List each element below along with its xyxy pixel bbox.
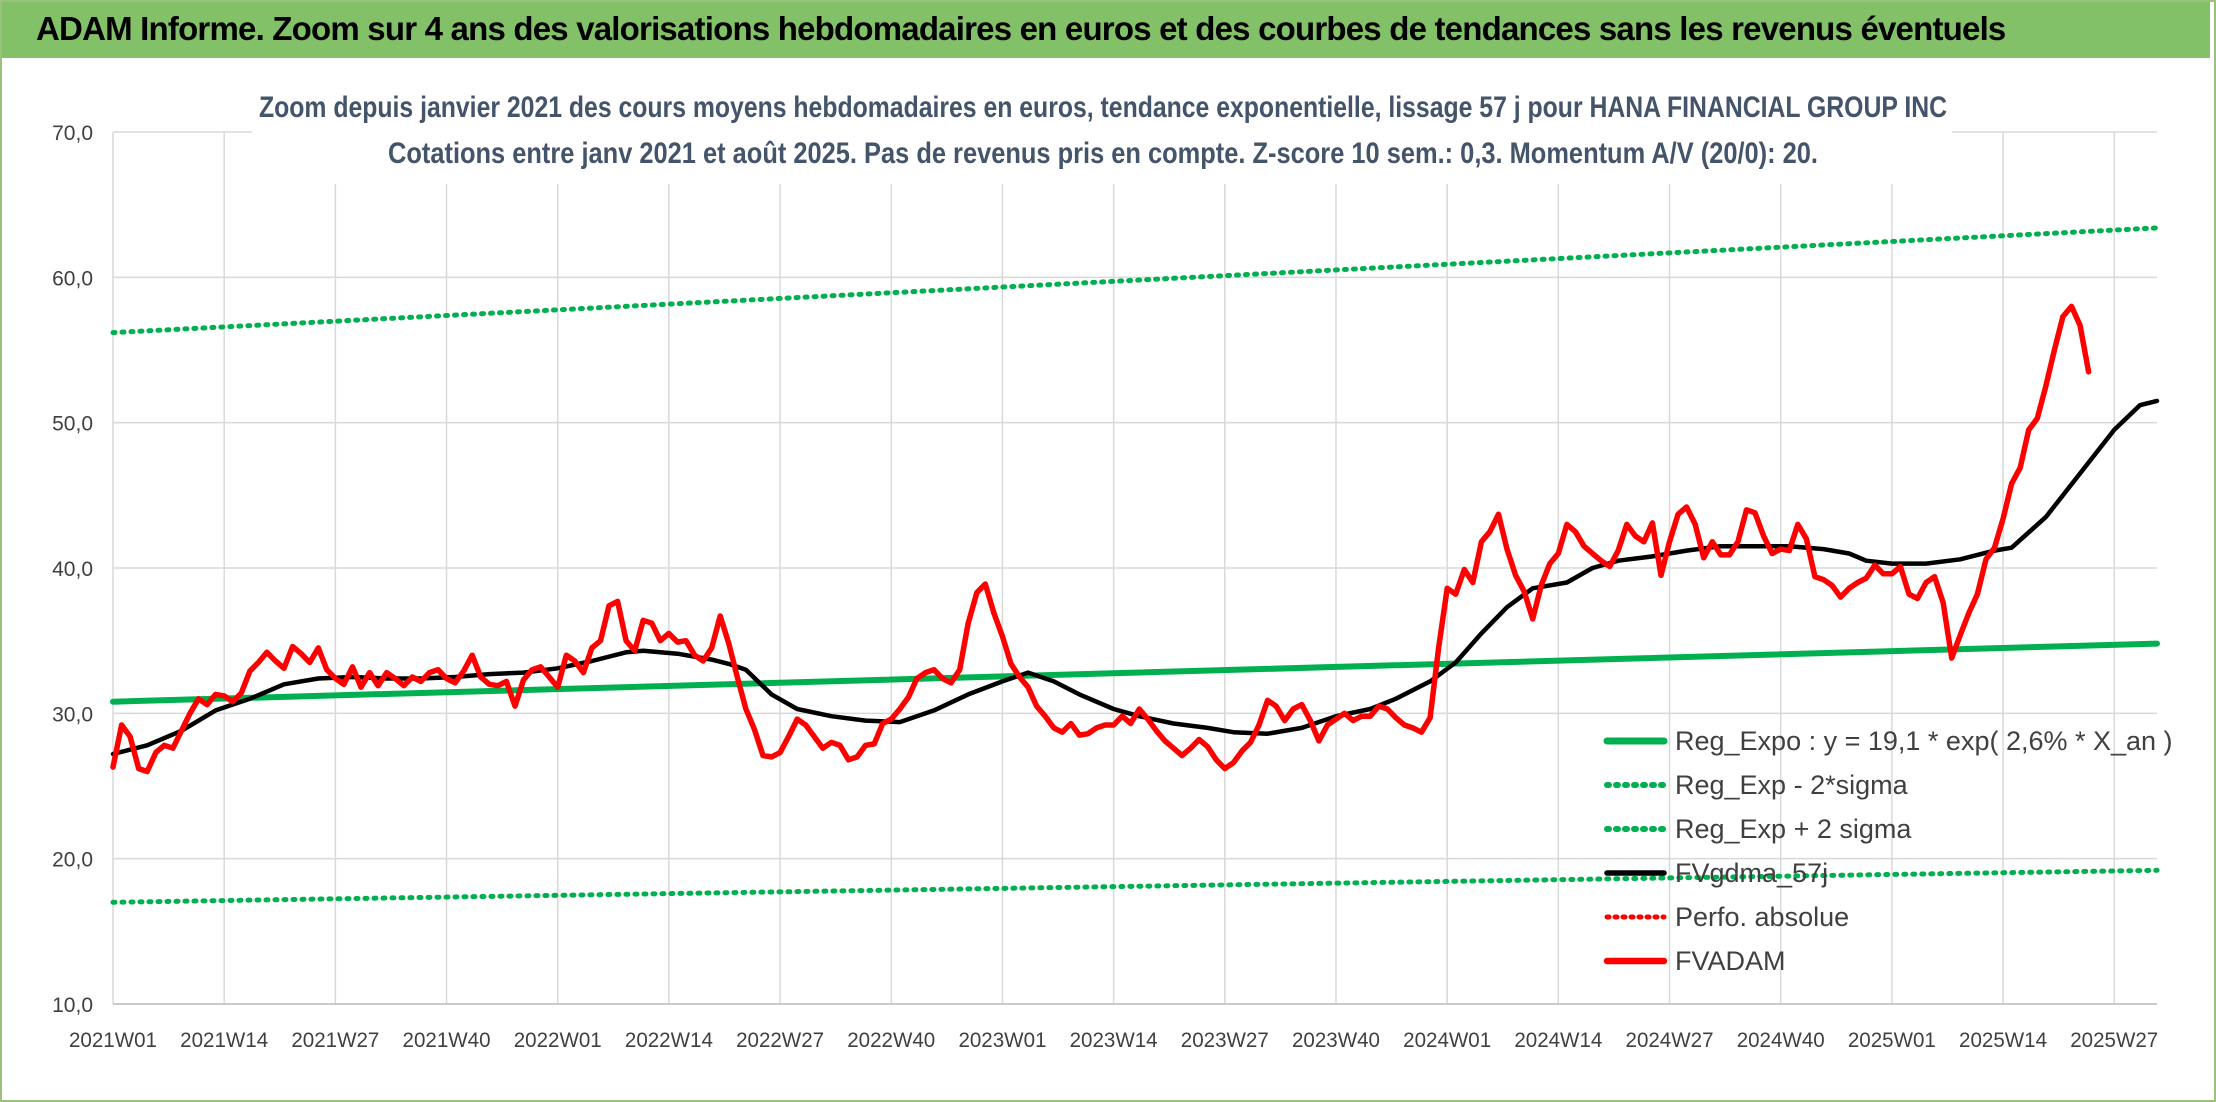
y-tick-label: 20,0	[52, 849, 93, 872]
x-tick-label: 2021W14	[180, 1029, 268, 1052]
x-tick-label: 2025W27	[2070, 1029, 2158, 1052]
fvadam-price-line	[110, 303, 2092, 775]
x-tick-label: 2021W01	[69, 1029, 157, 1052]
legend-label: Reg_Exp - 2*sigma	[1675, 770, 1909, 800]
y-tick-label: 10,0	[52, 994, 93, 1017]
chart-subtitle: Cotations entre janv 2021 et août 2025. …	[388, 137, 1818, 170]
y-tick-label: 50,0	[52, 413, 93, 436]
legend-label: Reg_Expo : y = 19,1 * exp( 2,6% * X_an )	[1675, 726, 2173, 756]
y-tick-label: 60,0	[52, 267, 93, 290]
y-tick-label: 30,0	[52, 703, 93, 726]
x-tick-label: 2022W40	[847, 1029, 935, 1052]
x-tick-label: 2022W14	[625, 1029, 713, 1052]
legend-label: FVADAM	[1675, 946, 1786, 976]
legend-label: Reg_Exp + 2 sigma	[1675, 814, 1912, 844]
y-tick-label: 70,0	[52, 122, 93, 145]
x-tick-label: 2024W01	[1403, 1029, 1491, 1052]
title-background	[252, 80, 1952, 184]
y-tick-label: 40,0	[52, 558, 93, 581]
x-tick-label: 2021W40	[403, 1029, 491, 1052]
legend-label: Perfo. absolue	[1675, 902, 1849, 932]
x-tick-label: 2025W01	[1848, 1029, 1936, 1052]
chart-title: Zoom depuis janvier 2021 des cours moyen…	[259, 91, 1947, 124]
smoothed-line-57j	[110, 398, 2160, 757]
trend-line-exponential	[110, 640, 2160, 705]
trend-line-plus-2-sigma	[110, 225, 2160, 336]
trend-line-minus-2-sigma	[110, 867, 2160, 905]
x-tick-label: 2023W01	[958, 1029, 1046, 1052]
x-tick-label: 2025W14	[1959, 1029, 2047, 1052]
x-tick-label: 2024W40	[1737, 1029, 1825, 1052]
report-title: ADAM Informe. Zoom sur 4 ans des valoris…	[36, 10, 2006, 47]
x-tick-label: 2023W14	[1070, 1029, 1158, 1052]
x-tick-label: 2022W27	[736, 1029, 824, 1052]
x-tick-label: 2023W27	[1181, 1029, 1269, 1052]
x-tick-label: 2024W14	[1514, 1029, 1602, 1052]
x-tick-label: 2021W27	[291, 1029, 379, 1052]
report-banner: ADAM Informe. Zoom sur 4 ans des valoris…	[2, 2, 2210, 58]
x-tick-label: 2024W27	[1626, 1029, 1714, 1052]
legend-label: FVgdma_57j	[1675, 858, 1828, 888]
x-tick-label: 2022W01	[514, 1029, 602, 1052]
x-tick-label: 2023W40	[1292, 1029, 1380, 1052]
